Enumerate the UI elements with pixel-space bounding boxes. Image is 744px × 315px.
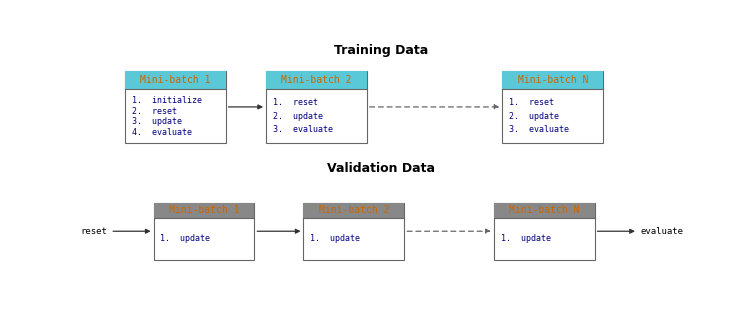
Bar xyxy=(502,71,603,143)
Text: evaluate: evaluate xyxy=(641,227,684,236)
Bar xyxy=(125,71,225,143)
Bar xyxy=(125,71,225,89)
Text: 4.  evaluate: 4. evaluate xyxy=(132,128,192,137)
Text: Mini-batch N: Mini-batch N xyxy=(509,205,580,215)
Text: Mini-batch N: Mini-batch N xyxy=(518,75,588,85)
Text: 2.  update: 2. update xyxy=(273,112,323,121)
Bar xyxy=(304,203,405,218)
Text: 1.  update: 1. update xyxy=(310,234,360,243)
Text: 3.  evaluate: 3. evaluate xyxy=(273,125,333,135)
Text: Validation Data: Validation Data xyxy=(327,162,435,175)
Text: 1.  initialize: 1. initialize xyxy=(132,96,202,105)
Text: 1.  update: 1. update xyxy=(501,234,551,243)
Bar xyxy=(153,203,254,218)
Text: Mini-batch 2: Mini-batch 2 xyxy=(281,75,352,85)
Text: Mini-batch 1: Mini-batch 1 xyxy=(140,75,211,85)
Text: 1.  update: 1. update xyxy=(161,234,211,243)
Text: reset: reset xyxy=(80,227,107,236)
Text: Training Data: Training Data xyxy=(334,44,429,57)
Bar xyxy=(494,203,594,218)
Bar xyxy=(304,203,405,260)
Text: 3.  evaluate: 3. evaluate xyxy=(510,125,569,135)
Bar xyxy=(266,71,367,143)
Text: 2.  update: 2. update xyxy=(510,112,559,121)
Bar xyxy=(494,203,594,260)
Bar xyxy=(502,71,603,89)
Text: Mini-batch 2: Mini-batch 2 xyxy=(318,205,389,215)
Text: 2.  reset: 2. reset xyxy=(132,106,176,116)
Text: 1.  reset: 1. reset xyxy=(273,98,318,107)
Text: 1.  reset: 1. reset xyxy=(510,98,554,107)
Text: 3.  update: 3. update xyxy=(132,117,182,126)
Bar xyxy=(266,71,367,89)
Text: Mini-batch 1: Mini-batch 1 xyxy=(169,205,240,215)
Bar xyxy=(153,203,254,260)
